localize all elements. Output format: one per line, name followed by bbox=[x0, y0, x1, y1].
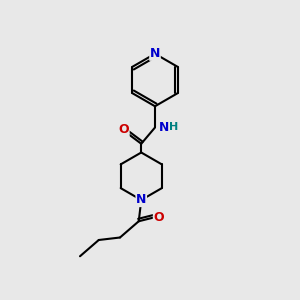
Text: O: O bbox=[118, 124, 129, 136]
Text: H: H bbox=[169, 122, 178, 133]
Text: N: N bbox=[136, 194, 146, 206]
Text: N: N bbox=[150, 47, 160, 60]
Text: O: O bbox=[153, 211, 164, 224]
Text: N: N bbox=[159, 121, 169, 134]
